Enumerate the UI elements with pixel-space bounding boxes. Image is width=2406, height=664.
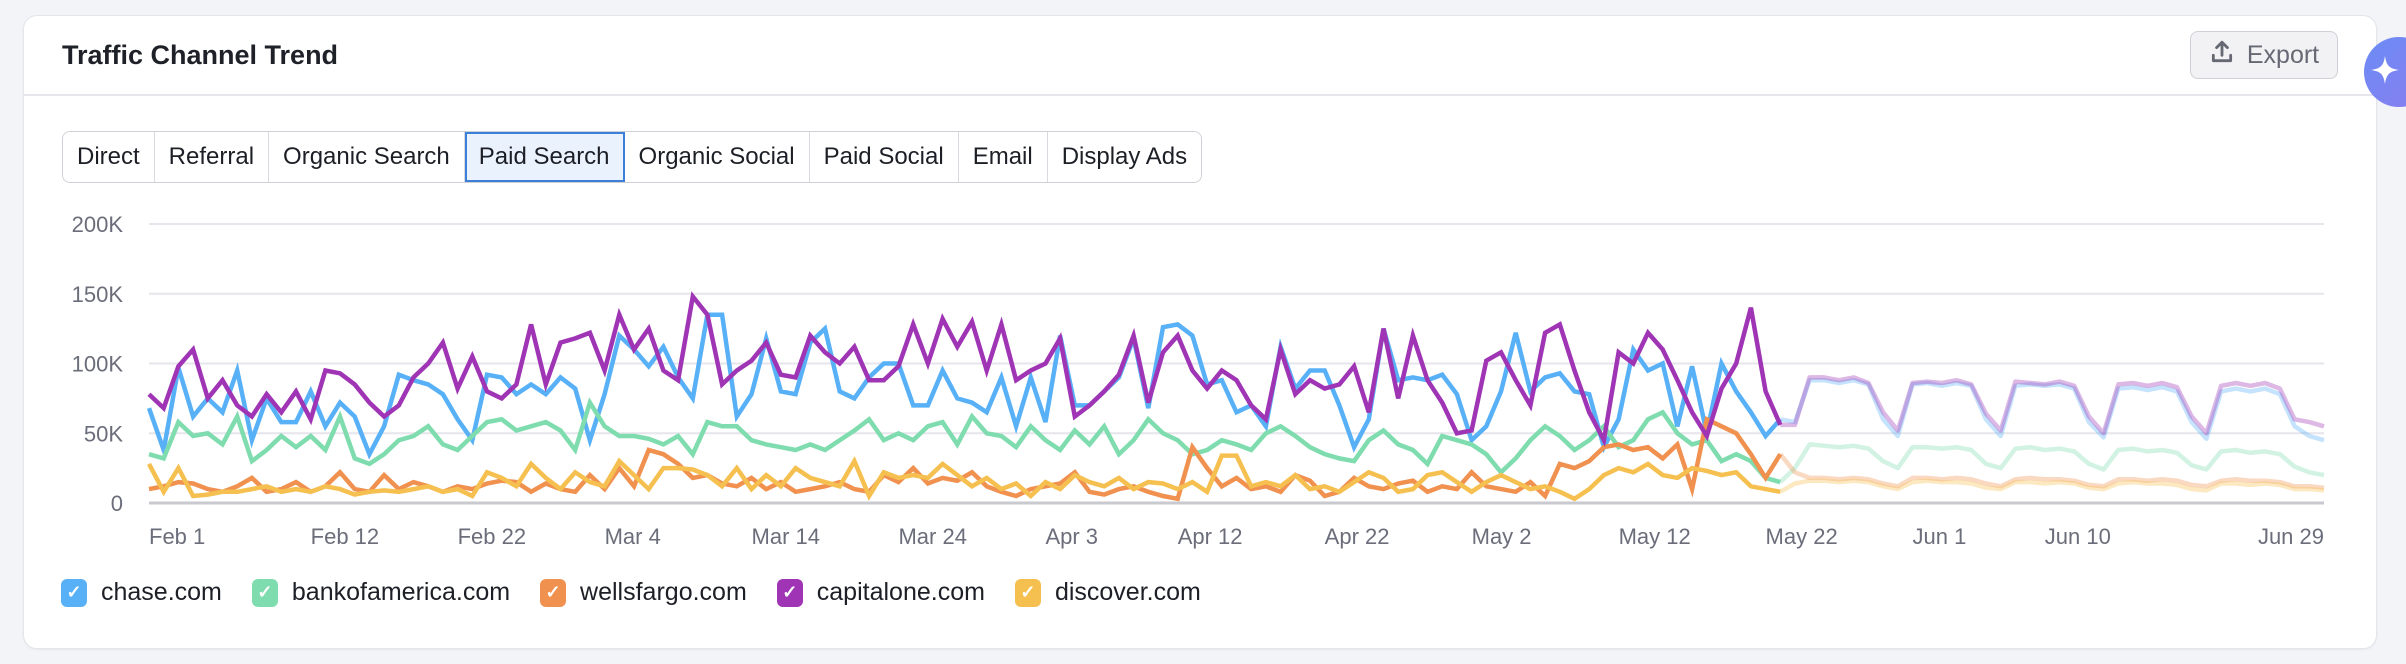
tab-display-ads[interactable]: Display Ads: [1047, 132, 1202, 182]
legend-item-wellsfargo[interactable]: ✓ wellsfargo.com: [540, 578, 747, 607]
legend-label: chase.com: [101, 578, 222, 606]
tab-paid-social[interactable]: Paid Social: [809, 132, 959, 182]
legend-item-bankofamerica[interactable]: ✓ bankofamerica.com: [251, 578, 511, 607]
tab-email[interactable]: Email: [958, 132, 1048, 182]
legend-label: wellsfargo.com: [580, 578, 747, 606]
tab-direct[interactable]: Direct: [63, 132, 155, 182]
export-button[interactable]: Export: [2190, 31, 2338, 79]
legend-item-discover[interactable]: ✓ discover.com: [1014, 578, 1201, 607]
checkbox-checked-icon[interactable]: ✓: [61, 578, 87, 607]
legend-label: discover.com: [1054, 578, 1201, 606]
legend-item-chase[interactable]: ✓ chase.com: [61, 578, 222, 607]
checkbox-checked-icon[interactable]: ✓: [1014, 578, 1041, 607]
channel-tabs: Direct Referral Organic Search Paid Sear…: [62, 131, 1203, 183]
traffic-channel-card: Traffic Channel Trend Export Direct Refe…: [23, 15, 2377, 649]
tab-paid-search[interactable]: Paid Search: [464, 132, 625, 182]
sparkle-icon: [2368, 53, 2402, 92]
checkbox-checked-icon[interactable]: ✓: [540, 578, 567, 607]
legend-label: capitalone.com: [816, 578, 985, 606]
tab-organic-search[interactable]: Organic Search: [269, 132, 465, 182]
header-divider: [24, 94, 2376, 96]
checkbox-checked-icon[interactable]: ✓: [251, 578, 278, 607]
upload-icon: [2209, 39, 2235, 72]
legend-label: bankofamerica.com: [291, 578, 511, 606]
tab-referral[interactable]: Referral: [154, 132, 270, 182]
chart-legend: ✓ chase.com ✓ bankofamerica.com ✓ wellsf…: [61, 578, 1201, 607]
tab-organic-social[interactable]: Organic Social: [624, 132, 810, 182]
checkbox-checked-icon[interactable]: ✓: [776, 578, 803, 607]
legend-item-capitalone[interactable]: ✓ capitalone.com: [776, 578, 985, 607]
card-title: Traffic Channel Trend: [62, 40, 339, 70]
export-label: Export: [2246, 40, 2320, 69]
